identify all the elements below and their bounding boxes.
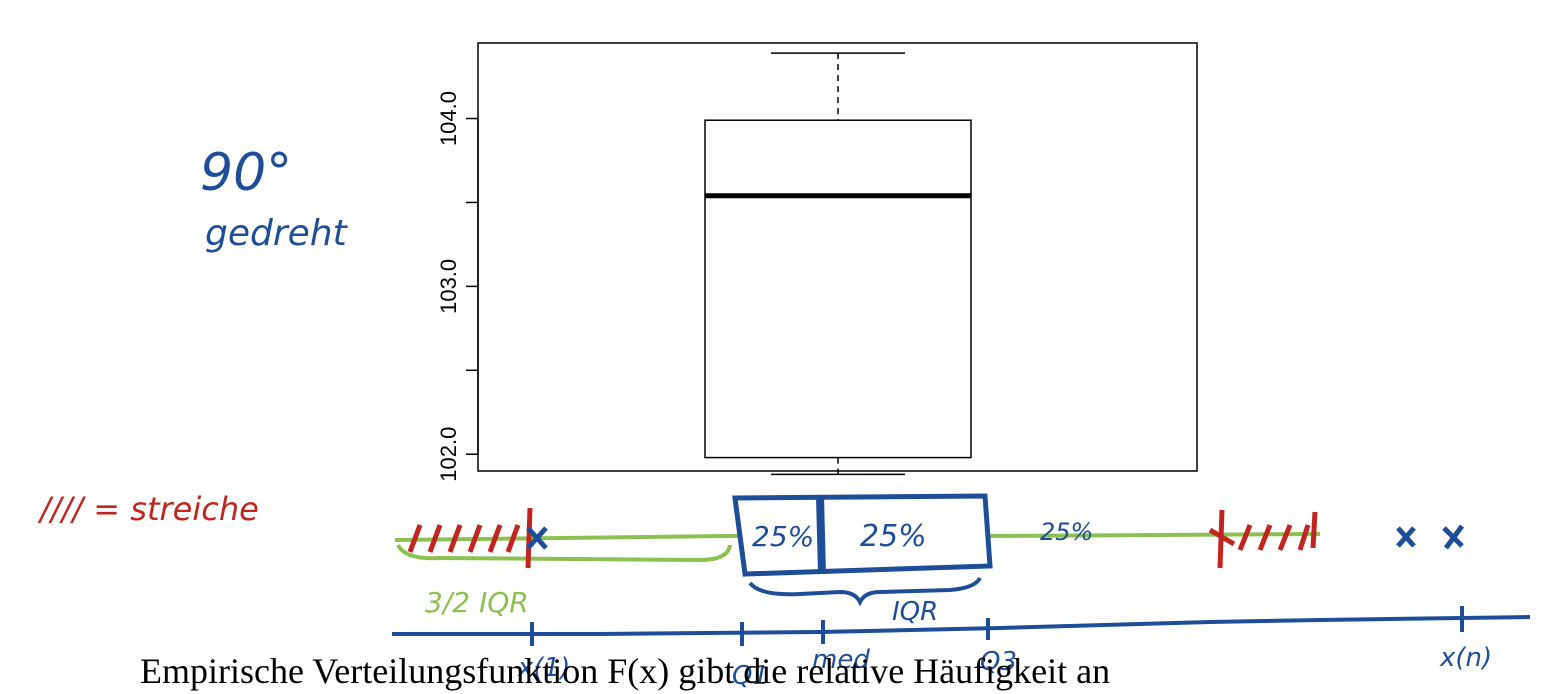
y-tick-label: 104.0 (436, 91, 461, 146)
strike-legend: //// = streiche (37, 490, 259, 528)
box-left-percent: 25% (752, 520, 814, 553)
y-tick-label: 102.0 (436, 427, 461, 482)
label-q3: Q3 (980, 647, 1017, 677)
red-strikes-right (1208, 509, 1318, 569)
iqr-label: IQR (892, 597, 938, 627)
red-strikes-left (407, 507, 533, 569)
outlier-marks (1396, 524, 1465, 550)
y-tick-label: 103.0 (436, 259, 461, 314)
label-x1: x(1) (517, 653, 570, 683)
blue-iqr-brace (748, 576, 982, 607)
blue-median-divider (816, 495, 826, 575)
label-q1: Q1 (732, 661, 769, 691)
rotation-note-word: gedreht (205, 213, 349, 254)
rotation-note-degrees: 90° (200, 143, 292, 203)
number-line-ticks (530, 606, 1464, 646)
footer-text: Empirische Verteilungsfunktion F(x) gibt… (140, 651, 1111, 691)
left-extreme-mark (526, 526, 548, 550)
box-right-percent: 25% (860, 519, 927, 554)
fence-label: 3/2 IQR (425, 586, 529, 619)
green-left-brace (396, 543, 732, 563)
iqr-box (704, 119, 972, 459)
right-segment-percent: 25% (1040, 518, 1093, 546)
y-axis: 102.0 103.0 104.0 (436, 91, 479, 482)
number-line (392, 615, 1531, 636)
label-xn: x(n) (1439, 643, 1492, 673)
blue-iqr-box (732, 493, 993, 577)
label-med: med (812, 645, 870, 675)
green-fence-line (394, 534, 740, 542)
